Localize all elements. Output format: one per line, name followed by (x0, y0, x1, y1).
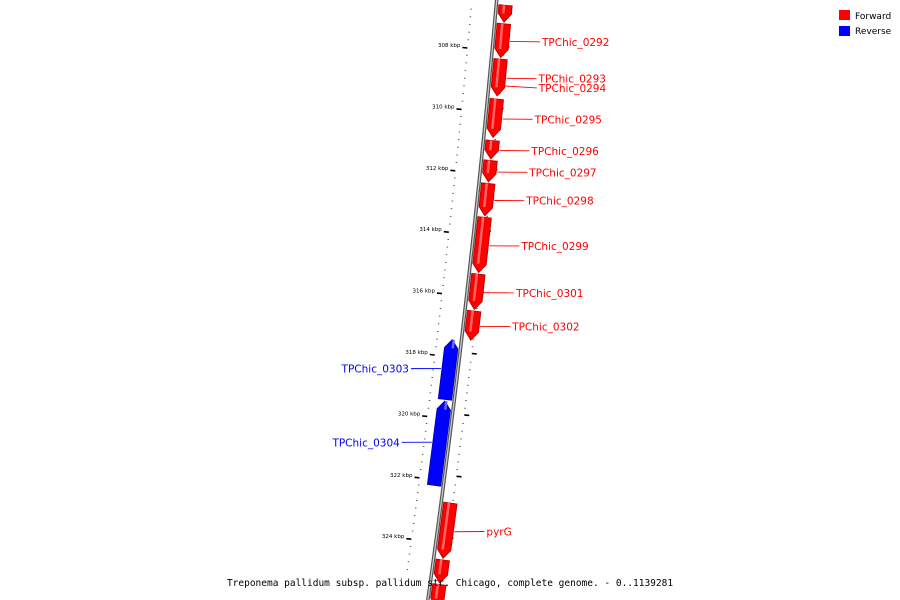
major-tick (456, 108, 462, 111)
gene-label-tpchic_0303[interactable]: TPChic_0303 (341, 364, 409, 376)
genome-backbone (426, 0, 499, 600)
tick-label: 316 kbp (413, 289, 436, 295)
gene-arrow[interactable] (433, 558, 450, 584)
gene-label-tpchic_0296[interactable]: TPChic_0296 (530, 146, 599, 158)
strand-legend: Forward Reverse (839, 10, 892, 37)
major-tick (414, 476, 420, 479)
tick-label: 310 kbp (432, 104, 455, 110)
gene-arrow[interactable] (497, 4, 513, 23)
gene-label-tpchic_0298[interactable]: TPChic_0298 (525, 196, 593, 208)
major-tick (443, 230, 449, 233)
major-tick (406, 537, 412, 540)
gene-highlight (434, 584, 440, 599)
major-tick (422, 415, 428, 418)
tick-label: 322 kbp (390, 473, 413, 479)
tick-label: 324 kbp (382, 534, 405, 540)
gene-label-tpchic_0302[interactable]: TPChic_0302 (511, 322, 579, 334)
gene-highlight (483, 183, 488, 208)
major-tick (464, 414, 470, 417)
legend-label-reverse: Reverse (855, 27, 892, 37)
tick-label: 318 kbp (405, 350, 428, 356)
major-tick (429, 353, 435, 356)
gene-label-tpchic_0299[interactable]: TPChic_0299 (520, 241, 588, 253)
gene-arrow-tpchic_0297[interactable] (482, 159, 498, 183)
gene-labels: TPChic_0292 TPChic_0293 TPChic_0295 TPChic_… (331, 37, 609, 539)
tick-label: 314 kbp (419, 227, 442, 233)
gene-label-tpchic_0292[interactable]: TPChic_0292 (541, 37, 609, 49)
gene-label-tpchic_0295[interactable]: TPChic_0295 (534, 114, 602, 126)
gene-arrow-tpchic_0304[interactable] (426, 400, 451, 487)
legend-swatch-forward (839, 10, 850, 20)
gene-label-tpchic_0301[interactable]: TPChic_0301 (515, 288, 583, 300)
gene-highlight (486, 160, 491, 174)
gene-highlight (469, 310, 474, 332)
gene-highlight (444, 400, 448, 410)
backbone-highlight (427, 0, 498, 600)
gene-arrow-tpchic_0296[interactable] (484, 139, 500, 160)
gene-highlight (451, 339, 455, 349)
gene-label-pyrg[interactable]: pyrG (486, 526, 511, 538)
gene-highlight (476, 217, 485, 265)
major-tick (450, 169, 456, 172)
gene-label-tpchic_0293[interactable]: TPChic_0293 (538, 74, 606, 86)
gene-highlight (472, 273, 479, 301)
tick-label: 320 kbp (398, 411, 421, 417)
genome-caption: Treponema pallidum subsp. pallidum str. … (226, 578, 674, 589)
gene-label-tpchic_0297[interactable]: TPChic_0297 (528, 167, 596, 179)
gene-label-tpchic_0294[interactable]: TPChic_0294 (538, 83, 607, 95)
gene-label-tpchic_0304[interactable]: TPChic_0304 (331, 437, 400, 449)
gene-label-leader (504, 85, 537, 89)
legend-label-forward: Forward (855, 12, 891, 22)
gene-highlight (491, 98, 497, 129)
gene-arrow-tpchic_0292[interactable] (494, 22, 512, 59)
gene-highlight (438, 559, 443, 575)
legend-swatch-reverse (839, 26, 850, 36)
gene-arrow[interactable] (430, 583, 447, 600)
backbone-line (426, 0, 499, 600)
gene-highlight (502, 5, 506, 14)
gene-arrow-tpchic_0303[interactable] (437, 338, 459, 401)
gene-highlight (488, 140, 493, 151)
major-tick (471, 352, 477, 355)
major-tick (436, 292, 443, 295)
major-tick (456, 475, 462, 478)
gene-highlight (441, 502, 451, 550)
gene-track (426, 4, 513, 600)
tick-label: 308 kbp (438, 43, 461, 49)
tick-label: 312 kbp (426, 166, 449, 172)
gene-highlight (495, 58, 501, 88)
gene-arrow-tpchic_0302[interactable] (464, 309, 482, 341)
kbp-ruler: 308 kbp 310 kbp 312 kbp 314 kbp 316 kbp 318 k… (382, 8, 510, 570)
major-tick (462, 46, 468, 49)
gene-highlight (498, 23, 504, 49)
gene-arrow-tpchic_0298[interactable] (478, 182, 496, 217)
